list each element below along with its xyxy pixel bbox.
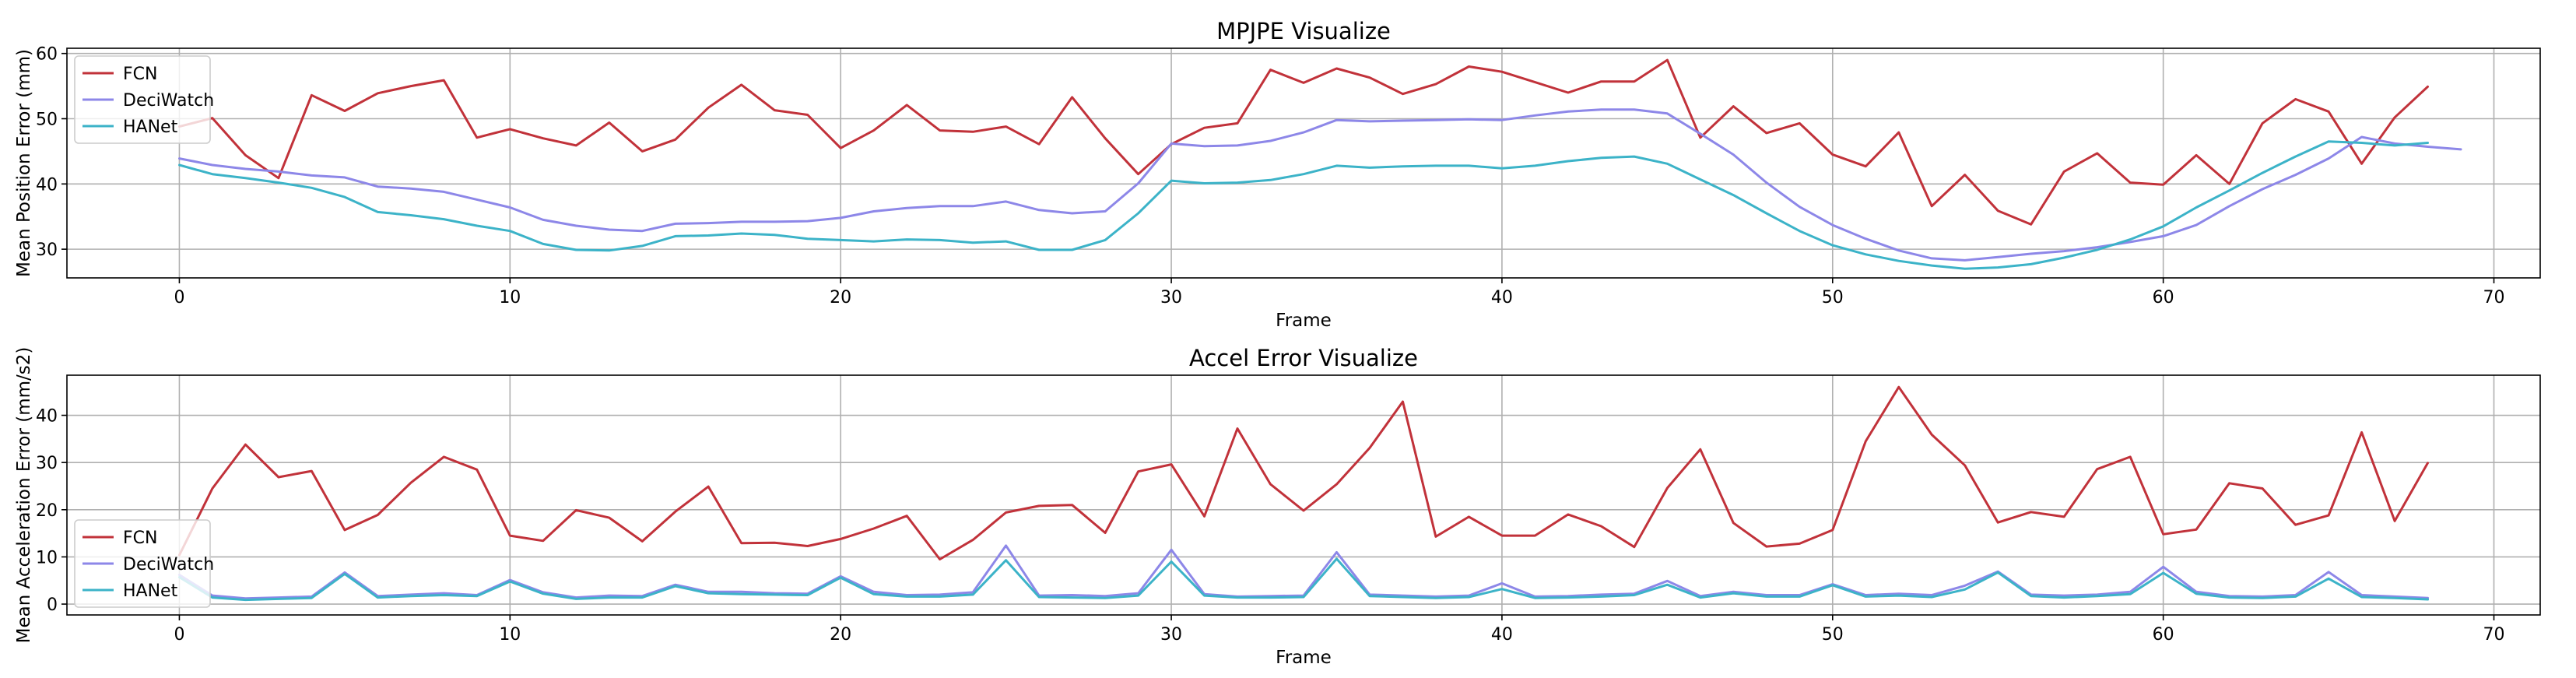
- y-tick-label: 0: [47, 595, 58, 615]
- legend: FCN DeciWatch HANet: [74, 55, 214, 144]
- legend: FCN DeciWatch HANet: [74, 519, 214, 608]
- x-axis-label: Frame: [1276, 311, 1332, 331]
- chart-title: MPJPE Visualize: [1216, 18, 1391, 44]
- x-tick-label: 30: [1160, 625, 1182, 645]
- legend-label-hanet: HANet: [123, 581, 178, 601]
- legend-box: [74, 519, 211, 608]
- x-axis-label: Frame: [1276, 648, 1332, 668]
- x-tick-label: 30: [1160, 288, 1182, 307]
- series-line-deciwatch: [178, 544, 2429, 600]
- legend-label-fcn: FCN: [123, 529, 157, 548]
- y-tick-label: 20: [36, 501, 58, 521]
- chart-title: Accel Error Visualize: [1189, 345, 1418, 371]
- legend-label-deciwatch: DeciWatch: [123, 91, 214, 111]
- y-tick-label: 40: [36, 407, 58, 427]
- legend-label-deciwatch: DeciWatch: [123, 555, 214, 574]
- series-line-hanet: [178, 140, 2429, 270]
- x-tick-label: 10: [499, 288, 521, 307]
- y-tick-label: 60: [36, 45, 58, 65]
- x-tick-label: 60: [2153, 625, 2174, 645]
- x-tick-label: 70: [2483, 288, 2505, 307]
- plot-frame: [66, 374, 2541, 616]
- series-line-fcn: [178, 58, 2429, 226]
- series-line-deciwatch: [178, 108, 2462, 262]
- legend-box: [74, 55, 211, 144]
- x-tick-label: 0: [174, 288, 184, 307]
- y-axis-label: Mean Acceleration Error (mm/s2): [14, 347, 34, 644]
- y-tick-label: 30: [36, 454, 58, 473]
- plot-frame: [66, 47, 2541, 279]
- y-tick-label: 30: [36, 241, 58, 260]
- x-tick-label: 20: [830, 288, 851, 307]
- x-tick-label: 60: [2153, 288, 2174, 307]
- x-tick-label: 40: [1491, 625, 1513, 645]
- y-axis-label: Mean Position Error (mm): [14, 49, 34, 277]
- y-tick-label: 40: [36, 175, 58, 195]
- legend-label-fcn: FCN: [123, 65, 157, 84]
- x-tick-label: 40: [1491, 288, 1513, 307]
- series-line-fcn: [178, 385, 2429, 560]
- legend-label-hanet: HANet: [123, 118, 178, 137]
- x-tick-label: 10: [499, 625, 521, 645]
- x-tick-label: 20: [830, 625, 851, 645]
- subplot-accel: 0 10 20 30 40 50 60 70 0 10 20 30 40 Accel Error Vis…: [14, 345, 2541, 668]
- x-tick-label: 70: [2483, 625, 2505, 645]
- x-tick-label: 50: [1822, 288, 1844, 307]
- y-tick-label: 10: [36, 548, 58, 567]
- y-tick-label: 50: [36, 111, 58, 130]
- x-tick-label: 0: [174, 625, 184, 645]
- x-tick-label: 50: [1822, 625, 1844, 645]
- series-line-hanet: [178, 557, 2429, 602]
